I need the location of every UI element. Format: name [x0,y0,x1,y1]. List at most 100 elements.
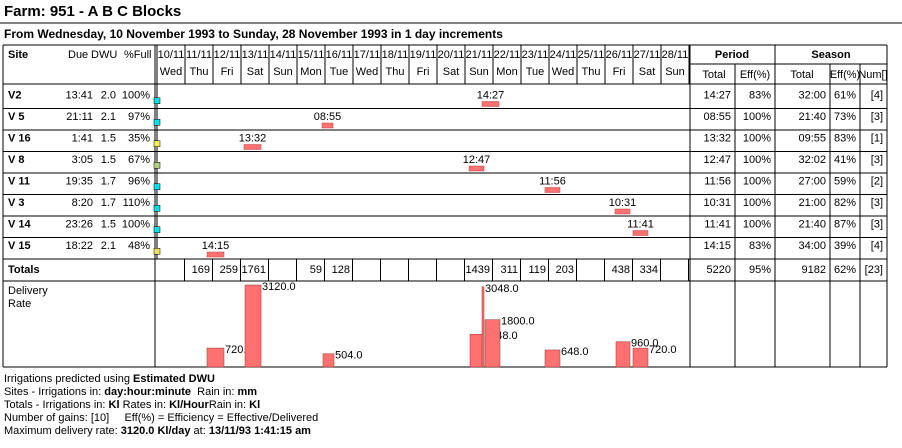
site-name: V2 [8,90,21,102]
day-total: 59 [310,264,322,276]
day-name: Wed [552,66,574,78]
irrigation-time: 11:41 [627,218,654,230]
season-eff: 83% [834,133,856,145]
day-name: Fri [613,66,626,78]
footer-line: Sites - Irrigations in: day:hour:minute … [4,386,257,398]
status-square [153,97,161,104]
day-date: 28/11 [662,49,689,61]
num: [23] [865,264,883,276]
period-total: 11:41 [704,219,731,231]
period-total: 13:32 [703,133,731,145]
delivery-value: 720.0 [649,344,677,356]
num: [4] [871,90,883,102]
day-date: 12/11 [214,49,241,61]
footer-line: Maximum delivery rate: 3120.0 Kl/day at:… [4,425,311,437]
delivery-value: 504.0 [335,350,363,362]
period-total: 14:27 [703,90,731,102]
day-name: Sun [665,66,685,78]
footer-text: mm [238,386,258,398]
footer-text: Maximum delivery rate: [4,425,121,437]
num: [3] [871,219,883,231]
season-eff: 61% [834,90,856,102]
irrigation-time: 11:56 [539,175,566,187]
dwu: 1.7 [101,176,116,188]
irrigation-bar [468,165,485,172]
season-eff: 59% [834,176,856,188]
day-total: 1439 [466,264,490,276]
delivery-bar [615,341,631,368]
delivery-bar [632,347,649,368]
full: 100% [122,90,150,102]
site-name: V 11 [8,176,30,188]
site-name: V 5 [8,111,25,123]
status-square [153,140,161,147]
irrigation-bar [481,101,500,107]
day-name: Sat [443,66,460,78]
delivery-label: Rate [8,298,31,310]
day-date: 16/11 [326,49,353,61]
delivery-value: 648.0 [561,346,589,358]
footer-text: Irrigations predicted using [4,373,133,385]
period-eff: 100% [743,154,771,166]
delivery-bar [206,347,225,368]
irrigation-bar [544,187,561,193]
full: 110% [123,197,151,209]
footer-text: Number of gains: [10] Eff(%) = Efficienc… [4,412,318,424]
season-total: 21:00 [798,197,826,209]
col-eff: Eff(%) [740,69,770,81]
due: 18:22 [65,240,93,252]
season-total: 9182 [802,264,826,276]
due: 21:11 [66,111,93,123]
day-date: 20/11 [438,49,465,61]
site-name: V 15 [8,240,31,252]
day-name: Thu [190,66,209,78]
due: 8:20 [72,197,93,209]
day-date: 18/11 [382,49,409,61]
period-eff: 83% [749,90,771,102]
irrigation-time: 10:31 [609,197,637,209]
period-eff: 100% [743,219,771,231]
footer-text: Rain in: [191,386,237,398]
delivery-bar [322,353,335,368]
irrigation-bar [321,122,334,129]
day-name: Mon [300,66,321,78]
day-total: 119 [528,264,546,276]
full: 97% [128,111,150,123]
footer-text: 13/11/93 1:41:15 am [209,425,311,437]
season-total: 34:00 [798,240,826,252]
col-dwu: DWU [91,49,117,61]
day-name: Tue [330,66,349,78]
col-period: Period [715,49,749,61]
period-total: 5220 [707,264,731,276]
num: [3] [871,111,883,123]
season-total: 09:55 [798,133,826,145]
period-total: 12:47 [703,154,731,166]
col-site: Site [8,49,28,61]
period-eff: 100% [743,133,771,145]
footer-text: Rates in: [120,399,170,411]
season-total: 27:00 [798,176,826,188]
period-eff: 83% [749,240,771,252]
dwu: 1.7 [101,197,116,209]
num: [3] [871,154,883,166]
footer-text: Estimated DWU [133,373,215,385]
season-eff: 87% [834,219,856,231]
season-eff: 41% [834,154,856,166]
dwu: 2.1 [101,240,116,252]
irrigation-time: 14:15 [202,240,230,252]
day-date: 19/11 [410,49,437,61]
day-name: Fri [417,66,430,78]
season-total: 32:02 [798,154,826,166]
day-total: 1761 [242,264,266,276]
status-square [153,119,161,126]
status-square [153,183,161,190]
season-total: 21:40 [798,219,826,231]
footer-text: Kl/Hour [169,399,209,411]
status-square [153,248,161,255]
period-total: 10:31 [703,197,731,209]
season-total: 21:40 [798,111,826,123]
due: 13:41 [65,90,93,102]
irrigation-time: 13:32 [239,132,267,144]
totals-label: Totals [8,264,40,276]
